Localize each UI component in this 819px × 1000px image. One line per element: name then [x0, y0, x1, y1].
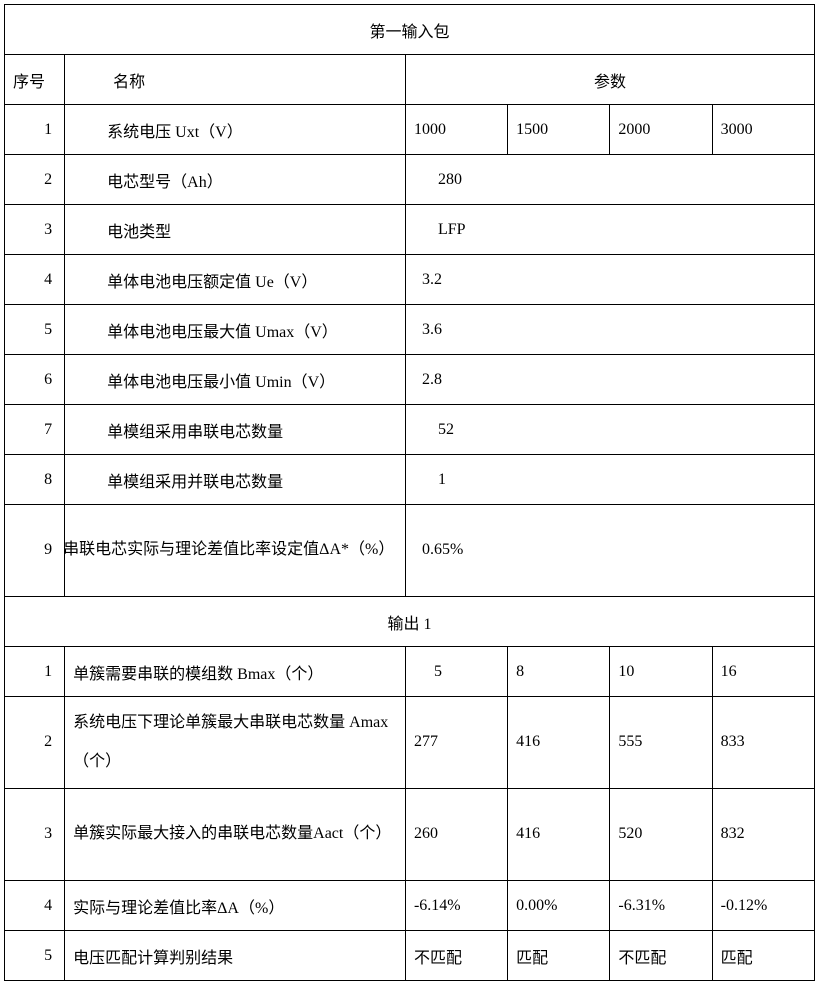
param-cell: 1000 [405, 105, 507, 155]
param-cell: 1500 [508, 105, 610, 155]
param-cell: -6.14% [405, 881, 507, 931]
param-cell: 52 [405, 405, 814, 455]
param-cell: 0.00% [508, 881, 610, 931]
param-cell: 3.6 [405, 305, 814, 355]
param-cell: 2.8 [405, 355, 814, 405]
param-cell: 416 [508, 789, 610, 881]
param-cell: -6.31% [610, 881, 712, 931]
param-cell: LFP [405, 205, 814, 255]
param-cell: 3.2 [405, 255, 814, 305]
output-idx: 2 [5, 697, 65, 789]
param-cell: 匹配 [712, 931, 814, 981]
spec-table: 第一输入包 序号 名称 参数 1 系统电压 Uxt（V） 1000 1500 2… [4, 4, 815, 981]
input-name: 单体电池电压最大值 Umax（V） [65, 305, 406, 355]
input-name: 电池类型 [65, 205, 406, 255]
header-name: 名称 [65, 55, 406, 105]
param-cell: 260 [405, 789, 507, 881]
param-cell: 匹配 [508, 931, 610, 981]
param-cell: 8 [508, 647, 610, 697]
section1-title: 第一输入包 [5, 5, 815, 55]
input-name: 单模组采用并联电芯数量 [65, 455, 406, 505]
output-idx: 4 [5, 881, 65, 931]
param-cell: 833 [712, 697, 814, 789]
param-cell: 277 [405, 697, 507, 789]
param-cell: 0.65% [405, 505, 814, 597]
param-cell: 520 [610, 789, 712, 881]
output-idx: 5 [5, 931, 65, 981]
param-cell: 5 [405, 647, 507, 697]
param-cell: -0.12% [712, 881, 814, 931]
param-cell: 280 [405, 155, 814, 205]
param-cell: 416 [508, 697, 610, 789]
section2-title: 输出 1 [5, 597, 815, 647]
param-cell: 不匹配 [610, 931, 712, 981]
param-cell: 1 [405, 455, 814, 505]
input-name: 单体电池电压额定值 Ue（V） [65, 255, 406, 305]
param-cell: 555 [610, 697, 712, 789]
param-cell: 3000 [712, 105, 814, 155]
input-name: 单体电池电压最小值 Umin（V） [65, 355, 406, 405]
param-cell: 2000 [610, 105, 712, 155]
param-cell: 不匹配 [405, 931, 507, 981]
output-name: 系统电压下理论单簇最大串联电芯数量 Amax（个） [65, 697, 406, 789]
output-name: 实际与理论差值比率ΔA（%） [65, 881, 406, 931]
input-idx: 1 [5, 105, 65, 155]
input-idx: 4 [5, 255, 65, 305]
output-name: 单簇需要串联的模组数 Bmax（个） [65, 647, 406, 697]
header-idx: 序号 [5, 55, 65, 105]
output-idx: 1 [5, 647, 65, 697]
header-param: 参数 [405, 55, 814, 105]
input-idx: 8 [5, 455, 65, 505]
output-name: 电压匹配计算判别结果 [65, 931, 406, 981]
param-cell: 10 [610, 647, 712, 697]
input-idx: 3 [5, 205, 65, 255]
input-name: 电芯型号（Ah） [65, 155, 406, 205]
input-idx: 2 [5, 155, 65, 205]
input-idx: 7 [5, 405, 65, 455]
input-idx: 6 [5, 355, 65, 405]
param-cell: 832 [712, 789, 814, 881]
param-cell: 16 [712, 647, 814, 697]
input-name: 单模组采用串联电芯数量 [65, 405, 406, 455]
input-name: 串联电芯实际与理论差值比率设定值ΔA*（%） [65, 505, 406, 597]
input-name: 系统电压 Uxt（V） [65, 105, 406, 155]
output-idx: 3 [5, 789, 65, 881]
input-idx: 5 [5, 305, 65, 355]
output-name: 单簇实际最大接入的串联电芯数量Aact（个） [65, 789, 406, 881]
